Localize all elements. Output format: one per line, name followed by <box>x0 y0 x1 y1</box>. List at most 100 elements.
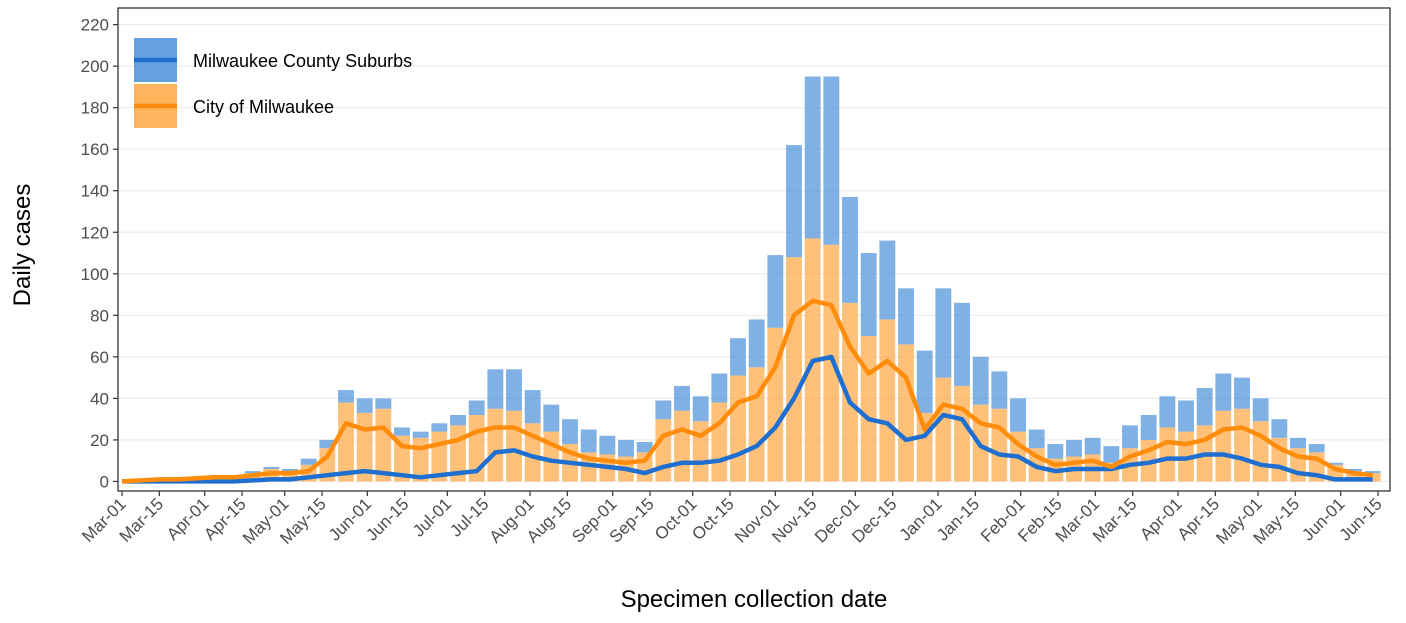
bar <box>1010 398 1026 432</box>
bar <box>1234 408 1250 482</box>
y-tick-label: 200 <box>81 57 109 76</box>
x-tick-label: Jun-15 <box>1336 494 1386 544</box>
bar <box>767 327 784 482</box>
bar <box>338 390 354 403</box>
bar <box>954 385 970 482</box>
bar <box>954 302 970 386</box>
bar <box>1196 388 1213 426</box>
y-tick-label: 60 <box>90 348 109 367</box>
bar <box>1308 444 1325 453</box>
bar <box>487 369 504 409</box>
x-tick-label: Oct-15 <box>688 494 738 544</box>
bar <box>1290 437 1306 449</box>
bar <box>375 398 392 409</box>
bar <box>580 429 597 453</box>
bar <box>786 145 802 258</box>
bar <box>300 458 317 465</box>
bar <box>823 76 840 245</box>
y-tick-label: 140 <box>81 182 109 201</box>
y-tick-label: 20 <box>90 431 109 450</box>
bar <box>1103 446 1120 463</box>
bar <box>1159 396 1176 428</box>
bar <box>618 439 634 457</box>
bar <box>991 408 1008 482</box>
bar <box>767 255 784 328</box>
bar <box>450 414 466 426</box>
bar <box>1084 437 1101 455</box>
bar <box>319 439 336 449</box>
x-axis-title: Specimen collection date <box>621 586 888 613</box>
bar <box>543 404 560 432</box>
bar <box>1047 444 1064 459</box>
bar <box>1028 429 1045 449</box>
bar <box>1364 471 1381 474</box>
y-tick-label: 220 <box>81 16 109 35</box>
plot-border <box>117 7 1391 492</box>
y-axis-title: Daily cases <box>9 184 36 307</box>
bar <box>1327 462 1344 465</box>
bar <box>730 338 746 376</box>
bar <box>338 402 354 482</box>
bar <box>674 410 690 482</box>
bar <box>1140 414 1157 440</box>
bar <box>730 375 746 482</box>
bar <box>562 419 578 445</box>
bar <box>748 319 765 368</box>
bar <box>879 319 896 482</box>
rolling-line <box>122 354 1373 484</box>
y-tick-label: 120 <box>81 223 109 242</box>
bar <box>1159 427 1176 482</box>
bar <box>1271 419 1288 438</box>
bar <box>506 369 522 411</box>
bar <box>972 356 989 405</box>
bar <box>898 288 914 345</box>
bar <box>991 371 1008 409</box>
bar <box>1234 377 1250 409</box>
bar <box>394 427 410 436</box>
bar <box>263 466 280 469</box>
y-tick-label: 80 <box>90 306 109 325</box>
bar <box>842 302 858 482</box>
bar <box>655 400 672 420</box>
bar <box>282 471 298 482</box>
bar <box>860 253 877 337</box>
bar <box>524 390 541 424</box>
x-tick-label: Jun-15 <box>362 494 412 544</box>
bar <box>636 441 653 453</box>
bar <box>1346 471 1362 482</box>
bar <box>487 408 504 482</box>
y-tick-label: 180 <box>81 99 109 118</box>
x-tick-label: Jan-15 <box>933 494 983 544</box>
bar <box>916 350 933 413</box>
bar <box>842 196 858 303</box>
bar <box>1346 468 1362 472</box>
bar <box>543 431 560 482</box>
bar <box>804 76 821 239</box>
bar <box>599 435 616 455</box>
bar <box>1066 439 1082 457</box>
bar <box>692 396 709 422</box>
rolling-line <box>121 298 1373 484</box>
bar <box>244 471 261 474</box>
bar <box>711 373 728 403</box>
bar <box>879 240 896 320</box>
bar <box>823 244 840 482</box>
x-tick-label: Jul-01 <box>409 494 455 540</box>
legend-label: City of Milwaukee <box>193 97 334 117</box>
legend-label: Milwaukee County Suburbs <box>193 51 412 71</box>
bar <box>356 398 373 413</box>
bar <box>1252 398 1269 422</box>
bar <box>786 257 802 482</box>
bar <box>282 468 298 472</box>
bar <box>1215 410 1232 482</box>
bar <box>412 431 429 438</box>
bar <box>1215 373 1232 411</box>
bar <box>935 377 952 482</box>
bar <box>1178 400 1194 432</box>
bar <box>1252 421 1269 482</box>
bar <box>431 423 448 432</box>
bar <box>860 336 877 482</box>
bar <box>468 400 485 415</box>
bar <box>898 344 914 482</box>
